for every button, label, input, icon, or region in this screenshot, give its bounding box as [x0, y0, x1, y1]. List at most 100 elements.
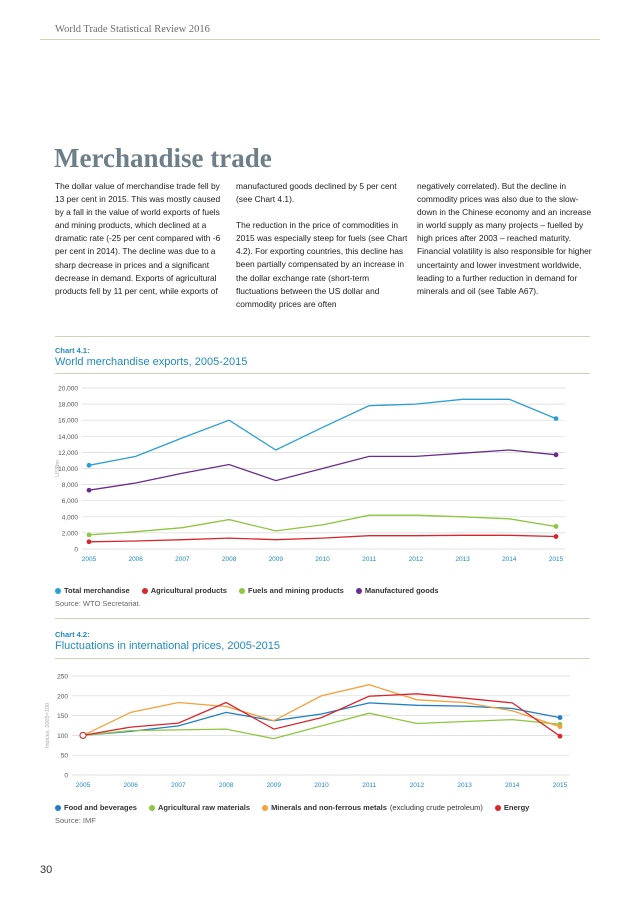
- series-endpoint: [557, 733, 563, 739]
- chart1-title: World merchandise exports, 2005-2015: [55, 356, 248, 368]
- legend-label: Minerals and non-ferrous metals: [271, 803, 387, 812]
- y-tick-label: 0: [64, 773, 68, 780]
- legend-swatch: [55, 804, 61, 811]
- x-tick-label: 2010: [315, 556, 330, 563]
- legend-item: Fuels and mining products: [238, 586, 344, 595]
- x-tick-label: 2005: [82, 556, 97, 563]
- series-line: [82, 693, 561, 737]
- x-tick-label: 2009: [267, 782, 282, 789]
- legend-item: Agricultural raw materials: [148, 803, 251, 812]
- chart2-title: Fluctuations in international prices, 20…: [55, 640, 281, 652]
- legend-swatch: [238, 587, 245, 594]
- legend-label: Agricultural products: [150, 586, 227, 595]
- series-endpoint: [553, 452, 559, 458]
- legend-label: Manufactured goods: [364, 586, 439, 595]
- legend-item: Energy: [494, 803, 530, 812]
- header-rule: [40, 39, 600, 40]
- chart1-top-rule: [55, 336, 590, 337]
- series-startpoint: [86, 462, 92, 468]
- x-tick-label: 2010: [314, 782, 329, 789]
- x-tick-label: 2014: [505, 782, 520, 789]
- series-line: [88, 449, 557, 491]
- chart2-legend: Food and beverages Agricultural raw mater…: [55, 803, 529, 812]
- paragraph: The reduction in the price of commoditie…: [236, 220, 408, 309]
- x-tick-label: 2015: [553, 782, 568, 789]
- legend-swatch: [262, 804, 269, 811]
- y-tick-label: 0: [74, 547, 78, 554]
- legend-label: Agricultural raw materials: [157, 803, 251, 812]
- x-tick-label: 2012: [410, 782, 425, 789]
- y-axis-label: US$bn: [55, 460, 61, 477]
- y-tick-label: 2,000: [62, 530, 79, 537]
- y-tick-label: 250: [57, 674, 68, 681]
- y-tick-label: 150: [57, 713, 68, 720]
- series-line: [82, 684, 561, 736]
- y-tick-label: 200: [57, 693, 68, 700]
- legend-swatch: [55, 587, 61, 594]
- chart2-top-rule: [55, 618, 590, 619]
- y-tick-label: 6,000: [62, 498, 79, 505]
- x-tick-label: 2011: [362, 782, 376, 789]
- x-tick-label: 2006: [128, 556, 143, 563]
- series-line: [82, 702, 561, 737]
- legend-item: Food and beverages: [55, 803, 137, 812]
- x-tick-label: 2008: [219, 782, 234, 789]
- legend-item: Minerals and non-ferrous metals (excludin…: [262, 803, 483, 812]
- x-tick-label: 2005: [76, 782, 91, 789]
- x-tick-label: 2008: [222, 556, 237, 563]
- y-tick-label: 10,000: [58, 466, 78, 473]
- body-column-3: negatively correlated). But the decline …: [417, 180, 592, 311]
- legend-item: Agricultural products: [141, 586, 227, 595]
- x-tick-label: 2007: [171, 782, 186, 789]
- body-column-2: manufactured goods declined by 5 per cen…: [236, 180, 411, 324]
- chart2-source: Source: IMF: [55, 816, 96, 825]
- y-tick-label: 50: [61, 753, 69, 760]
- series-line: [88, 534, 557, 543]
- paragraph: manufactured goods declined by 5 per cen…: [236, 181, 397, 205]
- x-tick-label: 2006: [123, 782, 138, 789]
- chart1-label: Chart 4.1:: [55, 346, 90, 355]
- legend-swatch: [141, 587, 148, 594]
- paragraph: The dollar value of merchandise trade fe…: [55, 181, 221, 296]
- x-tick-label: 2013: [455, 556, 470, 563]
- series-startpoint: [79, 731, 87, 739]
- y-tick-label: 8,000: [62, 482, 79, 489]
- y-tick-label: 14,000: [58, 434, 78, 441]
- legend-label: Total merchandise: [64, 586, 130, 595]
- legend-label: Fuels and mining products: [247, 586, 344, 595]
- body-column-1: The dollar value of merchandise trade fe…: [55, 180, 230, 311]
- chart2-label: Chart 4.2:: [55, 630, 90, 639]
- series-startpoint: [86, 539, 92, 545]
- y-tick-label: 12,000: [58, 450, 78, 457]
- chart1-legend: Total merchandise Agricultural products Fu…: [55, 586, 439, 595]
- series-line: [88, 398, 557, 466]
- x-tick-label: 2013: [457, 782, 472, 789]
- y-axis-label: Indices, 2005=100: [45, 703, 51, 748]
- x-tick-label: 2009: [269, 556, 284, 563]
- legend-label: Energy: [503, 803, 530, 812]
- y-tick-label: 18,000: [58, 402, 78, 409]
- chart1-source: Source: WTO Secretariat.: [55, 599, 141, 608]
- series-endpoint: [553, 534, 559, 539]
- legend-item: Total merchandise: [55, 586, 130, 595]
- running-header: World Trade Statistical Review 2016: [55, 24, 210, 35]
- x-tick-label: 2012: [409, 556, 424, 563]
- chart2-title-rule: [55, 658, 590, 659]
- series-endpoint: [557, 724, 563, 730]
- legend-swatch: [355, 587, 362, 594]
- section-title: Merchandise trade: [54, 143, 272, 173]
- legend-note: (excluding crude petroleum): [389, 803, 483, 812]
- legend-label: Food and beverages: [64, 803, 137, 812]
- series-endpoint: [553, 524, 559, 529]
- x-tick-label: 2007: [175, 556, 190, 563]
- y-tick-label: 16,000: [58, 418, 78, 425]
- x-tick-label: 2015: [549, 556, 564, 563]
- paragraph: negatively correlated). But the decline …: [417, 181, 592, 296]
- legend-swatch: [494, 804, 501, 811]
- y-tick-label: 4,000: [62, 514, 79, 521]
- series-startpoint: [86, 487, 92, 493]
- series-line: [82, 712, 561, 740]
- series-line: [88, 514, 557, 536]
